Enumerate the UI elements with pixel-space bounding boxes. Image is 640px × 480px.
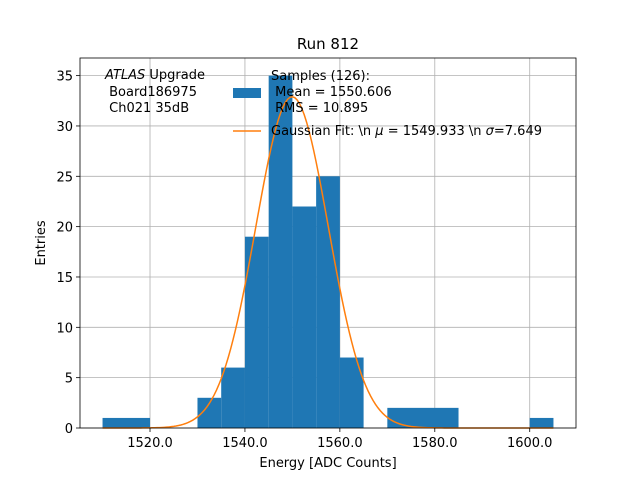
histogram-bar (197, 397, 222, 428)
histogram-bar (316, 176, 340, 428)
y-tick-label: 20 (56, 221, 73, 236)
histogram-bar (529, 417, 554, 428)
x-axis-ticks: 1520.0 1540.0 1560.0 1580.0 1600.0 (127, 428, 552, 451)
y-axis-label: Entries (34, 220, 49, 266)
annotation-upgrade: Upgrade (145, 68, 205, 83)
x-tick-label: 1600.0 (507, 436, 553, 451)
atlas-annotation: ATLAS Upgrade Board186975 Ch021 35dB (104, 68, 205, 116)
legend-fit-mu-symbol: μ (374, 124, 383, 139)
histogram-bar (387, 407, 459, 428)
chart-title: Run 812 (297, 35, 359, 53)
annotation-atlas: ATLAS (104, 68, 145, 83)
legend-hist-line-3: RMS = 10.895 (271, 101, 368, 116)
histogram-bar (268, 75, 293, 428)
annotation-line-2: Board186975 (105, 85, 197, 100)
histogram-bars (102, 75, 554, 428)
legend-fit-sigma-symbol: σ (486, 124, 495, 139)
y-tick-label: 10 (56, 321, 73, 336)
x-tick-label: 1520.0 (127, 436, 173, 451)
plot-frame (79, 57, 577, 429)
legend-fit-label: Gaussian Fit: \n μ = 1549.933 \n σ=7.649 (271, 124, 542, 139)
x-axis-label: Energy [ADC Counts] (259, 456, 396, 471)
annotation-line-3: Ch021 35dB (105, 101, 189, 116)
histogram-bar (244, 236, 269, 428)
histogram-bar (292, 206, 317, 428)
legend: Samples (126): Mean = 1550.606 RMS = 10.… (233, 69, 542, 139)
y-tick-label: 35 (56, 70, 73, 85)
histogram-bar (102, 417, 151, 428)
annotation-line-1: ATLAS Upgrade (104, 68, 205, 83)
x-tick-label: 1540.0 (222, 436, 268, 451)
legend-fit-mu-value: = 1549.933 \n (384, 124, 486, 139)
x-tick-label: 1560.0 (317, 436, 363, 451)
y-tick-label: 5 (65, 372, 73, 387)
y-tick-label: 15 (56, 271, 73, 286)
x-tick-label: 1580.0 (412, 436, 458, 451)
legend-fit-sigma-value: =7.649 (494, 124, 542, 139)
legend-hist-swatch (233, 88, 261, 98)
y-axis-ticks: 0 5 10 15 20 25 30 35 (56, 70, 80, 437)
legend-hist-line-1: Samples (126): (271, 69, 370, 84)
y-tick-label: 25 (56, 170, 73, 185)
y-tick-label: 0 (65, 422, 73, 437)
histogram-bar (221, 367, 245, 428)
legend-hist-line-2: Mean = 1550.606 (271, 85, 392, 100)
legend-fit-prefix: Gaussian Fit: \n (271, 124, 375, 139)
histogram-bar (339, 357, 364, 428)
y-tick-label: 30 (56, 120, 73, 135)
